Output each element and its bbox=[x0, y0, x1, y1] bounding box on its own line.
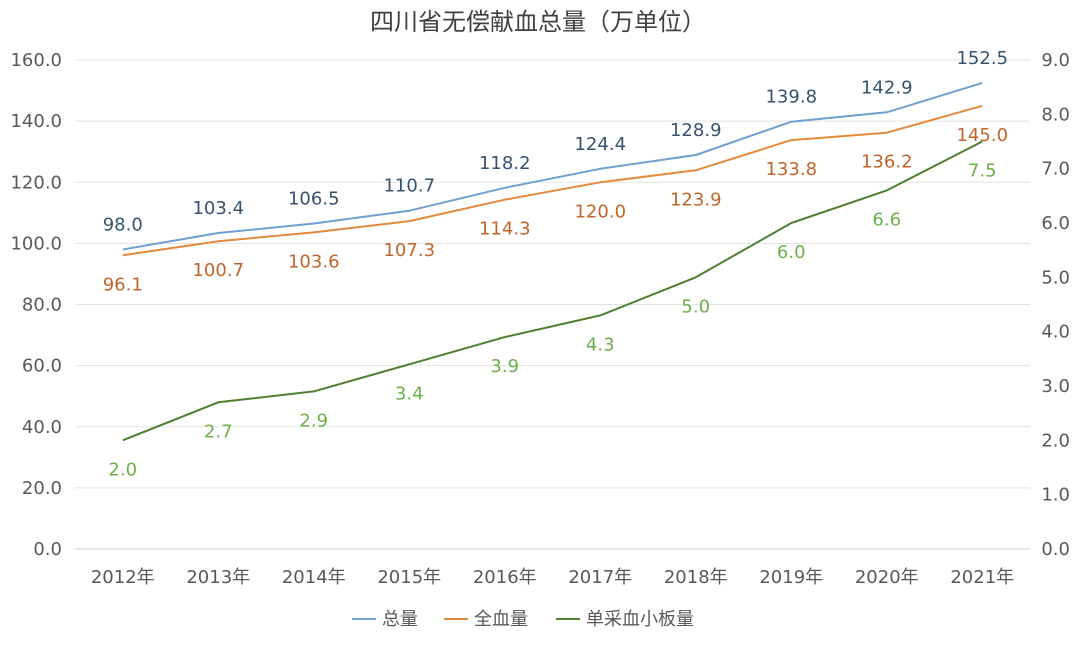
data-label: 152.5 bbox=[956, 48, 1008, 69]
chart-title: 四川省无偿献血总量（万单位） bbox=[370, 8, 706, 36]
data-label: 96.1 bbox=[103, 274, 143, 295]
y-left-tick-label: 160.0 bbox=[10, 50, 62, 71]
y-right-tick-label: 7.0 bbox=[1041, 159, 1070, 180]
y-left-tick-label: 120.0 bbox=[10, 172, 62, 193]
x-tick-label: 2020年 bbox=[855, 567, 919, 588]
data-label: 6.0 bbox=[777, 242, 806, 263]
legend-label: 全血量 bbox=[474, 609, 528, 630]
data-label: 120.0 bbox=[574, 201, 626, 222]
data-label: 6.6 bbox=[872, 209, 901, 230]
y-right-tick-label: 6.0 bbox=[1041, 213, 1070, 234]
axes: 0.0 20.0 40.0 60.0 80.0 100.0 120.0 140.0 160.0 0… bbox=[10, 50, 1070, 588]
data-label: 114.3 bbox=[479, 219, 531, 240]
series-line-1 bbox=[122, 81, 983, 251]
x-tick-label: 2017年 bbox=[568, 567, 632, 588]
x-tick-label: 2013年 bbox=[186, 567, 250, 588]
x-tick-label: 2015年 bbox=[377, 567, 441, 588]
data-label: 98.0 bbox=[103, 214, 143, 235]
y-left-tick-label: 100.0 bbox=[10, 233, 62, 254]
data-label: 2.9 bbox=[299, 410, 328, 431]
legend: 总量 全血量 单采血小板量 bbox=[352, 609, 694, 630]
data-labels: 98.0 103.4 106.5 110.7 118.2 124.4 128.9 139.8 1… bbox=[103, 48, 1008, 480]
data-label: 133.8 bbox=[765, 159, 817, 180]
y-right-tick-label: 1.0 bbox=[1041, 485, 1070, 506]
data-label: 106.5 bbox=[288, 189, 340, 210]
data-label: 118.2 bbox=[479, 153, 531, 174]
data-label: 7.5 bbox=[968, 161, 997, 182]
data-label: 142.9 bbox=[861, 77, 913, 98]
legend-label: 单采血小板量 bbox=[586, 609, 694, 630]
x-tick-label: 2021年 bbox=[950, 567, 1014, 588]
y-right-tick-label: 0.0 bbox=[1041, 539, 1070, 560]
y-left-tick-label: 0.0 bbox=[33, 539, 62, 560]
data-label: 103.6 bbox=[288, 251, 340, 272]
data-label: 4.3 bbox=[586, 334, 615, 355]
data-label: 128.9 bbox=[670, 120, 722, 141]
y-right-tick-label: 3.0 bbox=[1041, 376, 1070, 397]
y-left-tick-label: 20.0 bbox=[22, 478, 62, 499]
x-tick-label: 2019年 bbox=[759, 567, 823, 588]
y-left-tick-label: 60.0 bbox=[22, 356, 62, 377]
series-line-2 bbox=[122, 104, 983, 257]
y-right-tick-label: 4.0 bbox=[1041, 322, 1070, 343]
data-label: 107.3 bbox=[383, 240, 435, 261]
y-left-tick-label: 40.0 bbox=[22, 417, 62, 438]
gridlines bbox=[75, 59, 1030, 550]
data-label: 136.2 bbox=[861, 152, 913, 173]
x-tick-label: 2012年 bbox=[91, 567, 155, 588]
data-label: 139.8 bbox=[765, 87, 817, 108]
y-right-tick-label: 2.0 bbox=[1041, 430, 1070, 451]
data-label: 2.0 bbox=[108, 459, 137, 480]
legend-label: 总量 bbox=[382, 609, 418, 630]
data-label: 103.4 bbox=[192, 198, 244, 219]
data-label: 3.9 bbox=[490, 356, 519, 377]
series-group bbox=[122, 81, 983, 442]
x-tick-label: 2014年 bbox=[282, 567, 346, 588]
data-label: 145.0 bbox=[956, 125, 1008, 146]
data-label: 110.7 bbox=[383, 176, 435, 197]
y-left-tick-label: 140.0 bbox=[10, 111, 62, 132]
data-label: 123.9 bbox=[670, 189, 722, 210]
data-label: 5.0 bbox=[681, 296, 710, 317]
y-right-tick-label: 9.0 bbox=[1041, 50, 1070, 71]
data-label: 100.7 bbox=[192, 260, 244, 281]
y-right-tick-label: 5.0 bbox=[1041, 267, 1070, 288]
data-label: 124.4 bbox=[574, 134, 626, 155]
data-label: 3.4 bbox=[395, 383, 424, 404]
y-left-tick-label: 80.0 bbox=[22, 295, 62, 316]
series-line-3 bbox=[122, 140, 983, 442]
y-right-tick-label: 8.0 bbox=[1041, 104, 1070, 125]
data-label: 2.7 bbox=[204, 421, 233, 442]
x-tick-label: 2018年 bbox=[664, 567, 728, 588]
x-tick-label: 2016年 bbox=[473, 567, 537, 588]
